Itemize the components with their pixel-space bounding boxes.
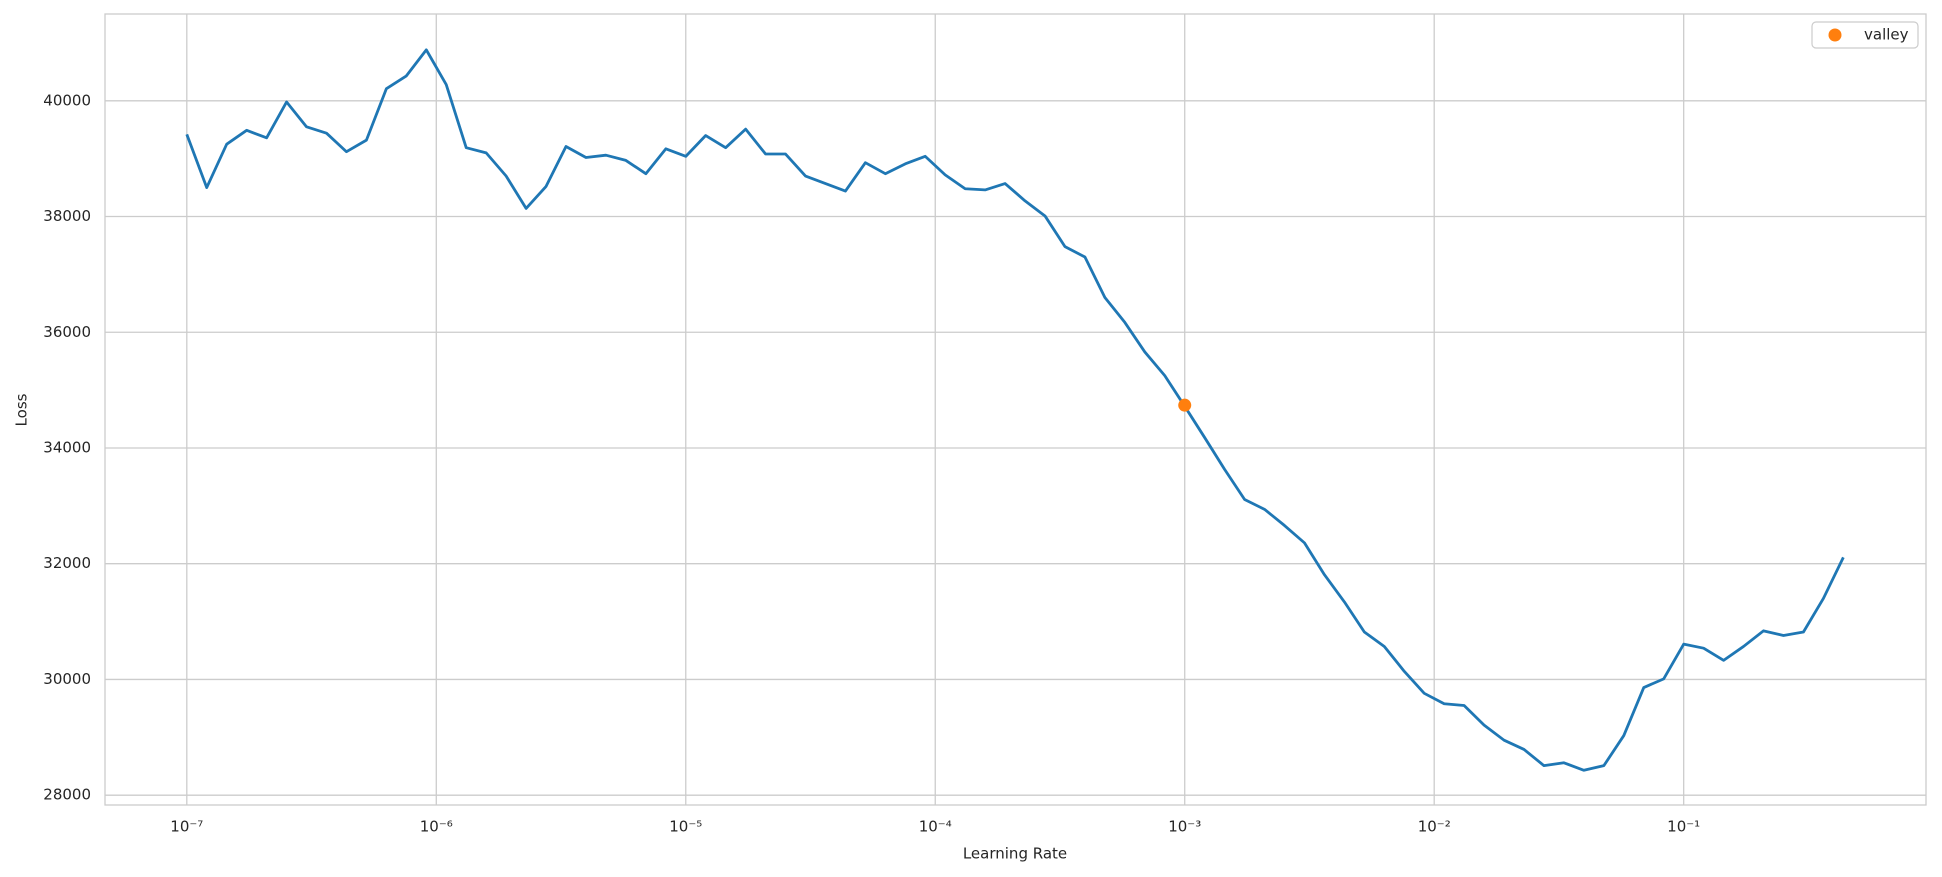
x-tick-label: 10⁻² [1418, 818, 1451, 836]
y-tick-label: 40000 [43, 91, 91, 109]
valley-point [1178, 398, 1192, 412]
loss-line [185, 48, 1845, 772]
x-tick-label: 10⁻⁷ [170, 818, 203, 836]
plot-area [104, 13, 1927, 806]
x-tick-label: 10⁻⁵ [669, 818, 702, 836]
y-tick-label: 34000 [43, 438, 91, 456]
x-axis-label: Learning Rate [963, 845, 1067, 863]
x-tick-label: 10⁻⁶ [420, 818, 453, 836]
y-tick-label: 30000 [43, 670, 91, 688]
y-axis-label: Loss [13, 393, 31, 426]
y-tick-label: 32000 [43, 554, 91, 572]
x-tick-label: 10⁻⁴ [919, 818, 952, 836]
y-tick-label: 36000 [43, 323, 91, 341]
grid [105, 14, 1926, 805]
x-tick-label: 10⁻¹ [1667, 818, 1700, 836]
legend-marker [1828, 28, 1842, 42]
legend-label: valley [1864, 26, 1909, 44]
y-tick-label: 28000 [43, 786, 91, 804]
x-tick-label: 10⁻³ [1168, 818, 1201, 836]
y-tick-label: 38000 [43, 207, 91, 225]
legend: valley [1811, 21, 1919, 49]
legend-box [1811, 21, 1919, 49]
